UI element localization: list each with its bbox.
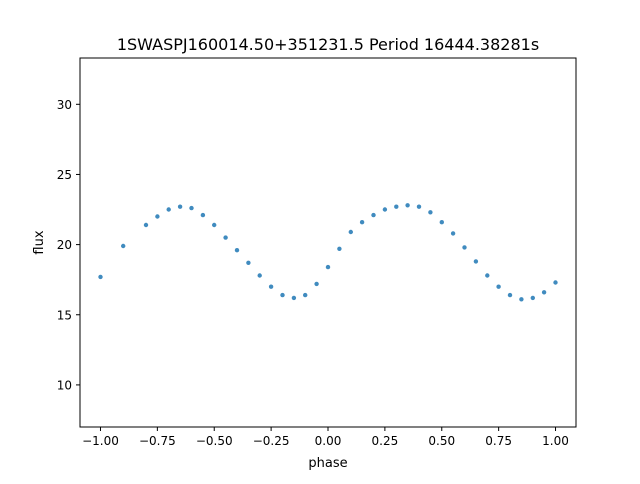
- data-point: [212, 222, 217, 228]
- x-tick-label: 0.50: [428, 434, 455, 448]
- data-point: [257, 273, 262, 278]
- x-axis-label: phase: [308, 456, 347, 471]
- data-point: [223, 235, 228, 240]
- y-tick-label: 25: [57, 168, 72, 182]
- data-point: [325, 264, 331, 270]
- chart-title: 1SWASPJ160014.50+351231.5 Period 16444.3…: [117, 35, 539, 54]
- data-point: [98, 274, 103, 280]
- x-tick-label: −0.50: [196, 434, 233, 448]
- x-tick-label: 0.00: [315, 434, 342, 448]
- x-tick-label: 1.00: [542, 434, 569, 448]
- data-point: [121, 243, 126, 249]
- data-point: [394, 204, 399, 209]
- x-axis: −1.00 −0.75 −0.50 −0.25 0.00 0.25 0.50 0.75 1.00: [82, 427, 569, 448]
- data-point: [189, 205, 194, 211]
- plot-frame: [79, 57, 577, 428]
- x-tick-label: −0.25: [253, 434, 290, 448]
- data-point: [155, 214, 160, 219]
- data-point: [268, 284, 274, 289]
- data-point: [337, 246, 342, 251]
- data-point: [507, 292, 513, 298]
- data-point: [359, 220, 365, 225]
- y-tick-label: 20: [57, 238, 72, 252]
- data-point: [462, 245, 467, 250]
- data-point: [553, 280, 558, 285]
- data-point: [530, 295, 535, 301]
- data-point: [371, 212, 376, 218]
- data-point: [428, 210, 433, 215]
- y-tick-label: 15: [57, 308, 72, 322]
- data-point: [496, 284, 501, 289]
- y-axis-label: flux: [32, 230, 47, 254]
- y-tick-label: 10: [57, 378, 72, 392]
- data-point: [291, 295, 297, 301]
- data-point: [485, 273, 490, 278]
- data-point: [450, 231, 456, 236]
- data-point: [541, 290, 547, 295]
- data-point: [382, 207, 388, 212]
- x-tick-label: 0.75: [485, 434, 512, 448]
- x-tick-label: −0.75: [139, 434, 176, 448]
- x-tick-label: 0.25: [372, 434, 399, 448]
- data-point: [143, 222, 149, 228]
- data-point: [348, 229, 353, 235]
- data-point: [405, 203, 410, 208]
- data-point: [416, 204, 422, 209]
- data-point: [200, 212, 206, 218]
- data-point: [314, 281, 319, 287]
- data-point: [280, 292, 285, 298]
- data-point: [234, 248, 240, 253]
- y-axis: 10 15 20 25 30: [57, 98, 80, 392]
- data-point: [439, 220, 444, 225]
- data-point: [246, 260, 251, 265]
- y-tick-label: 30: [57, 98, 72, 112]
- x-tick-label: −1.00: [82, 434, 119, 448]
- data-point: [303, 292, 308, 298]
- data-point: [166, 207, 171, 212]
- data-points: [98, 203, 558, 302]
- data-point: [473, 259, 479, 264]
- data-point: [519, 297, 524, 302]
- data-point: [177, 204, 183, 209]
